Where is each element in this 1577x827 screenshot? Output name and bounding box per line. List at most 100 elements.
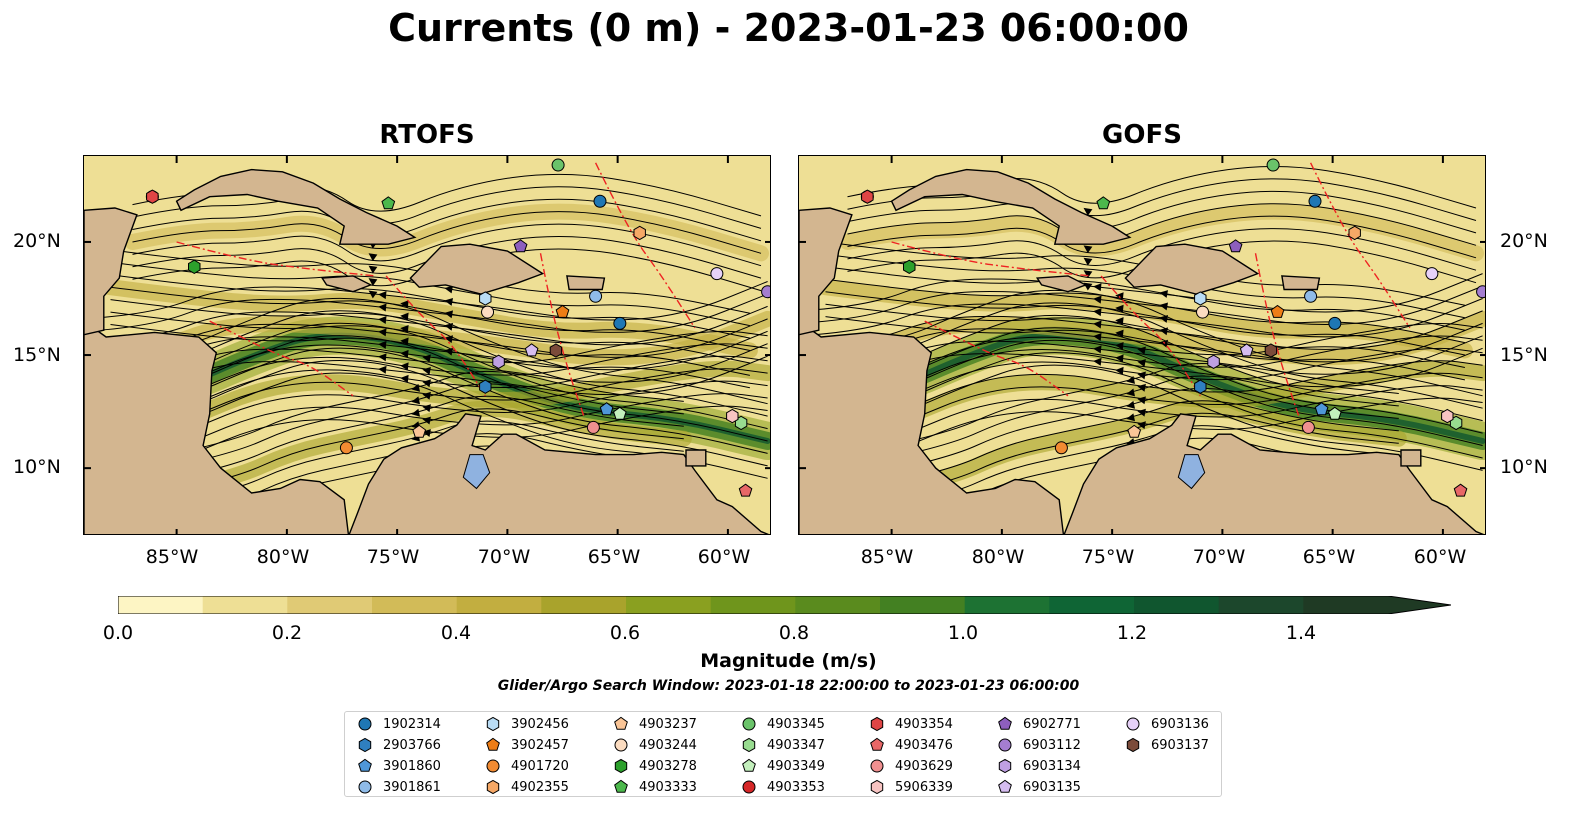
streamline-arrow <box>1137 346 1146 355</box>
legend-item: 4901720 <box>485 756 569 776</box>
streamline <box>847 178 1477 221</box>
legend-label: 4903237 <box>639 716 697 732</box>
panel-title-rtofs: RTOFS <box>379 120 475 150</box>
float-marker <box>1425 267 1439 281</box>
legend-marker <box>358 717 372 731</box>
colorbar-tick: 0.8 <box>778 622 810 644</box>
streamline-arrow <box>400 337 409 346</box>
legend-item: 6903135 <box>997 777 1081 797</box>
streamline <box>88 310 768 417</box>
streamline <box>814 310 1483 350</box>
lon-label: 70°W <box>1192 546 1246 568</box>
colorbar-bin <box>795 596 881 614</box>
legend-marker <box>742 737 756 753</box>
streamline <box>869 375 1399 463</box>
colorbar-bin <box>964 596 1050 614</box>
legend-marker <box>614 758 628 774</box>
streamline-arrow <box>411 396 421 405</box>
streamline-arrow <box>1083 270 1093 279</box>
legend-marker-shape <box>1126 737 1140 753</box>
legend-marker <box>998 779 1012 793</box>
float-marker <box>1476 285 1485 299</box>
figure-title: Currents (0 m) - 2023-01-23 06:00:00 <box>388 6 1189 50</box>
streamline <box>836 385 1483 463</box>
streamline-arrow <box>378 291 387 300</box>
streamline-arrow <box>1137 421 1146 430</box>
legend-item: 6903137 <box>1125 735 1209 755</box>
current-band <box>828 360 1485 454</box>
streamline-arrow <box>422 416 431 425</box>
streamline-arrow <box>411 383 421 392</box>
lat-label-right: 10°N <box>1500 456 1548 478</box>
legend-marker <box>486 716 500 732</box>
land-trinidad <box>685 449 707 467</box>
streamline-arrow <box>1093 333 1102 341</box>
legend-marker <box>870 779 884 795</box>
streamline <box>99 293 768 333</box>
lon-label: 65°W <box>587 546 641 568</box>
lon-label: 75°W <box>1081 546 1135 568</box>
legend-marker-shape <box>1126 717 1140 731</box>
land-trinidad <box>1400 449 1422 467</box>
eez-boundary <box>1100 275 1201 397</box>
lon-label: 80°W <box>971 546 1025 568</box>
colorbar-tick: 0.6 <box>609 622 641 644</box>
float-marker <box>1308 194 1322 208</box>
streamline <box>803 289 1483 397</box>
streamline-arrow <box>1093 295 1102 304</box>
streamline <box>836 322 1483 401</box>
colorbar-bin <box>456 596 542 614</box>
eez-boundary <box>1254 253 1301 419</box>
streamline-arrow <box>1126 413 1136 422</box>
streamline <box>836 347 1483 426</box>
streamline <box>110 274 751 339</box>
streamline-arrow <box>368 253 378 262</box>
colorbar-outline <box>118 596 1451 614</box>
streamline-arrow <box>1083 257 1093 266</box>
float-marker <box>524 343 539 357</box>
streamline <box>869 425 1399 513</box>
legend-item: 4902355 <box>485 777 569 797</box>
legend-marker-shape <box>486 759 500 773</box>
legend-item: 4903353 <box>741 777 825 797</box>
lat-label-left: 15°N <box>13 344 61 366</box>
float-marker <box>613 316 627 330</box>
streamline-arrow <box>1093 345 1102 354</box>
streamline <box>110 261 751 327</box>
float-marker <box>710 267 724 281</box>
legend-marker <box>742 780 756 794</box>
land-cuba <box>890 168 1132 245</box>
land-puerto-rico <box>1281 275 1321 291</box>
lon-label: 65°W <box>1302 546 1356 568</box>
legend-marker-shape <box>998 738 1012 752</box>
legend-label: 5906339 <box>895 779 953 795</box>
legend-marker-shape <box>614 758 628 774</box>
streamline <box>154 420 684 509</box>
streamline-arrow <box>368 290 378 299</box>
legend-marker-shape <box>998 779 1012 793</box>
legend-marker-shape <box>870 779 884 795</box>
legend-label: 4903354 <box>895 716 953 732</box>
streamline <box>814 273 1483 313</box>
legend-item: 4903476 <box>869 735 953 755</box>
streamline <box>154 383 684 471</box>
legend-label: 4903333 <box>639 779 697 795</box>
float-marker <box>513 239 528 253</box>
lat-label-left: 20°N <box>13 230 61 252</box>
float-marker <box>1301 420 1315 434</box>
lon-label: 85°W <box>145 546 199 568</box>
colorbar-tick: 1.4 <box>1285 622 1317 644</box>
streamline-arrow <box>1126 375 1136 384</box>
legend-marker-shape <box>358 737 372 753</box>
eez-boundary <box>209 320 354 397</box>
legend-marker-shape <box>486 716 500 732</box>
streamline-arrow <box>1093 320 1102 329</box>
streamline-arrow <box>1137 359 1146 367</box>
streamline-arrow <box>378 303 387 312</box>
streamline-arrow <box>422 404 431 413</box>
streamline <box>121 405 768 484</box>
streamline-arrow <box>400 325 409 333</box>
legend-item: 5906339 <box>869 777 953 797</box>
legend-marker-shape <box>742 737 756 753</box>
colorbar-tick: 0.4 <box>440 622 472 644</box>
